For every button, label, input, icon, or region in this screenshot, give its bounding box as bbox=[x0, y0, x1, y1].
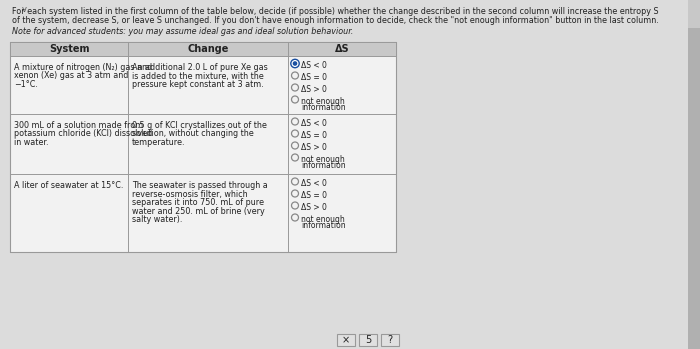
Text: not enough: not enough bbox=[301, 97, 344, 105]
Text: ΔS = 0: ΔS = 0 bbox=[301, 131, 327, 140]
Text: is added to the mixture, with the: is added to the mixture, with the bbox=[132, 72, 264, 81]
Text: solution, without changing the: solution, without changing the bbox=[132, 129, 253, 139]
Circle shape bbox=[292, 61, 298, 66]
Text: ×: × bbox=[342, 335, 350, 345]
Circle shape bbox=[293, 62, 297, 65]
Text: information: information bbox=[301, 162, 346, 171]
Text: ΔS > 0: ΔS > 0 bbox=[301, 84, 327, 94]
Text: separates it into 750. mL of pure: separates it into 750. mL of pure bbox=[132, 198, 264, 207]
Text: in water.: in water. bbox=[14, 138, 48, 147]
Text: reverse-osmosis filter, which: reverse-osmosis filter, which bbox=[132, 190, 248, 199]
Circle shape bbox=[291, 130, 298, 137]
Text: ΔS: ΔS bbox=[335, 44, 349, 54]
Text: salty water).: salty water). bbox=[132, 215, 183, 224]
Text: ΔS > 0: ΔS > 0 bbox=[301, 202, 327, 211]
Text: A liter of seawater at 15°C.: A liter of seawater at 15°C. bbox=[14, 181, 123, 190]
Circle shape bbox=[291, 84, 298, 91]
Text: ΔS < 0: ΔS < 0 bbox=[301, 60, 327, 69]
Text: of the system, decrease S, or leave S unchanged. If you don't have enough inform: of the system, decrease S, or leave S un… bbox=[12, 16, 659, 25]
Text: An additional 2.0 L of pure Xe gas: An additional 2.0 L of pure Xe gas bbox=[132, 63, 267, 72]
Text: A mixture of nitrogen (N₂) gas and: A mixture of nitrogen (N₂) gas and bbox=[14, 63, 152, 72]
Text: Note for advanced students: you may assume ideal gas and ideal solution behaviou: Note for advanced students: you may assu… bbox=[12, 27, 353, 36]
Circle shape bbox=[291, 190, 298, 197]
Text: ?: ? bbox=[387, 335, 393, 345]
Circle shape bbox=[291, 72, 298, 79]
Bar bbox=[10, 42, 396, 252]
Text: 5: 5 bbox=[365, 335, 371, 345]
Text: 300 mL of a solution made from: 300 mL of a solution made from bbox=[14, 121, 144, 130]
Text: v: v bbox=[22, 5, 27, 14]
Text: information: information bbox=[301, 222, 346, 230]
Bar bbox=[337, 334, 355, 346]
Text: information: information bbox=[301, 104, 346, 112]
Text: pressure kept constant at 3 atm.: pressure kept constant at 3 atm. bbox=[132, 80, 264, 89]
Bar bbox=[359, 334, 377, 346]
Text: System: System bbox=[49, 44, 90, 54]
Text: not enough: not enough bbox=[301, 155, 344, 163]
Bar bbox=[381, 334, 399, 346]
Text: ΔS < 0: ΔS < 0 bbox=[301, 119, 327, 127]
Text: ΔS = 0: ΔS = 0 bbox=[301, 191, 327, 200]
Text: water and 250. mL of brine (very: water and 250. mL of brine (very bbox=[132, 207, 265, 215]
Text: Change: Change bbox=[188, 44, 229, 54]
Circle shape bbox=[291, 214, 298, 221]
Text: ΔS > 0: ΔS > 0 bbox=[301, 142, 327, 151]
Text: −1°C.: −1°C. bbox=[14, 80, 38, 89]
Bar bbox=[688, 0, 700, 349]
Text: 0.5 g of KCl crystallizes out of the: 0.5 g of KCl crystallizes out of the bbox=[132, 121, 267, 130]
Text: ΔS < 0: ΔS < 0 bbox=[301, 178, 327, 187]
Bar bbox=[10, 42, 396, 56]
Text: The seawater is passed through a: The seawater is passed through a bbox=[132, 181, 267, 190]
Circle shape bbox=[290, 59, 299, 68]
Text: For each system listed in the first column of the table below, decide (if possib: For each system listed in the first colu… bbox=[12, 7, 659, 16]
Bar bbox=[688, 0, 700, 28]
Text: ΔS = 0: ΔS = 0 bbox=[301, 73, 327, 82]
Circle shape bbox=[291, 96, 298, 103]
Text: not enough: not enough bbox=[301, 215, 344, 223]
Circle shape bbox=[291, 154, 298, 161]
Circle shape bbox=[291, 142, 298, 149]
Circle shape bbox=[291, 118, 298, 125]
Text: temperature.: temperature. bbox=[132, 138, 186, 147]
Circle shape bbox=[291, 202, 298, 209]
Text: xenon (Xe) gas at 3 atm and: xenon (Xe) gas at 3 atm and bbox=[14, 72, 128, 81]
Text: potassium chloride (KCl) dissolved: potassium chloride (KCl) dissolved bbox=[14, 129, 153, 139]
Circle shape bbox=[291, 178, 298, 185]
